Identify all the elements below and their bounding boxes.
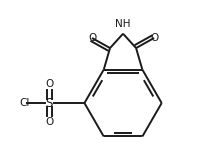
Text: Cl: Cl — [19, 98, 29, 108]
Text: NH: NH — [115, 19, 131, 29]
Text: O: O — [88, 33, 96, 43]
Text: O: O — [45, 117, 54, 127]
Text: S: S — [46, 96, 53, 110]
Text: O: O — [150, 33, 158, 43]
Text: O: O — [45, 79, 54, 89]
